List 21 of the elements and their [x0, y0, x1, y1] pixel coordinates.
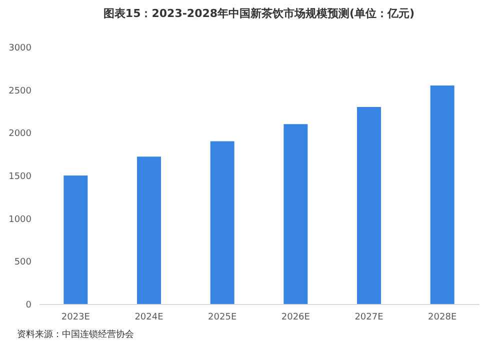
y-tick-label: 500: [14, 258, 32, 268]
bar: [137, 156, 161, 304]
y-tick-label: 0: [26, 300, 32, 310]
x-tick-label: 2026E: [281, 312, 310, 322]
y-tick-label: 3000: [8, 44, 32, 54]
y-tick-label: 2000: [8, 129, 32, 140]
bar: [284, 124, 308, 304]
bar: [64, 176, 88, 304]
x-tick-label: 2025E: [208, 312, 237, 322]
x-tick-label: 2028E: [428, 312, 457, 322]
text: 资料来源：中国连锁经营协会: [17, 329, 134, 340]
x-tick-label: 2027E: [354, 312, 384, 322]
y-tick-label: 2500: [8, 86, 32, 96]
x-tick-label: 2024E: [134, 312, 164, 322]
chart-title: 图表15：2023-2028年中国新茶饮市场规模预测(单位：亿元): [103, 7, 415, 20]
bar: [210, 141, 234, 304]
y-tick-label: 1500: [8, 172, 32, 182]
bar: [430, 86, 454, 304]
bar: [357, 106, 381, 304]
x-tick-label: 2023E: [61, 312, 90, 322]
y-tick-label: 1000: [8, 214, 32, 225]
